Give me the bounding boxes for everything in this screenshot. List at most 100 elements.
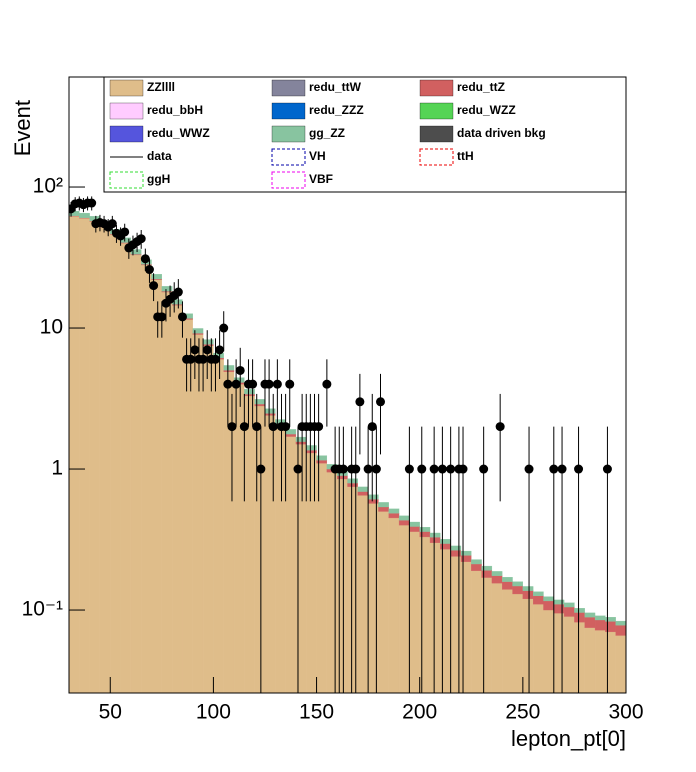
histogram-bar: [563, 602, 575, 608]
y-tick-label: 10⁻¹: [22, 598, 63, 621]
histogram-bar: [223, 365, 235, 371]
data-point: [351, 464, 361, 474]
histogram-bar: [460, 550, 472, 556]
data-point: [210, 354, 220, 364]
x-tick-label: 300: [608, 701, 643, 724]
histogram-bar: [553, 613, 565, 693]
histogram-bar: [69, 216, 80, 693]
histogram-bar: [223, 370, 235, 372]
data-point: [371, 464, 381, 474]
histogram-bar: [316, 460, 328, 464]
histogram-bar: [378, 502, 389, 508]
histogram-bar: [615, 625, 626, 636]
histogram-bar: [161, 286, 173, 292]
data-point: [227, 422, 237, 432]
plot-area: [69, 196, 626, 693]
data-point: [107, 219, 117, 229]
histogram-bar: [357, 491, 369, 496]
histogram-bar: [584, 617, 596, 628]
histogram-bar: [522, 598, 534, 693]
y-tick-label: 1: [51, 457, 63, 480]
data-point: [252, 422, 262, 432]
legend-swatch: [419, 148, 454, 166]
histogram-bar: [419, 536, 431, 693]
histogram-bar: [264, 415, 276, 693]
data-point: [429, 464, 439, 474]
histogram-bar: [574, 608, 585, 613]
histogram-bar: [543, 600, 554, 611]
histogram-bar: [223, 371, 235, 693]
histogram-bar: [202, 339, 214, 345]
histogram-bar: [357, 495, 369, 693]
histogram-bar: [388, 517, 400, 693]
y-tick-label: 10²: [33, 175, 63, 198]
data-point: [239, 422, 249, 432]
histogram-bar: [357, 486, 369, 492]
histogram-bar: [409, 531, 420, 693]
histogram-bar: [378, 506, 389, 512]
histogram-bar: [533, 591, 544, 597]
histogram-bar: [491, 575, 503, 584]
histogram-bar: [254, 403, 266, 407]
histogram-bar: [306, 452, 317, 693]
histogram-bar: [429, 542, 441, 693]
legend-swatch: [419, 125, 454, 143]
data-point: [157, 312, 167, 322]
data-point: [120, 227, 130, 237]
histogram-bar: [409, 521, 420, 527]
legend-label: data driven bkg: [457, 126, 546, 140]
histogram-bar: [141, 264, 152, 693]
histogram-bar: [440, 549, 451, 693]
data-point: [235, 365, 245, 375]
histogram-bar: [522, 590, 534, 600]
data-point: [140, 254, 150, 264]
histogram-bar: [615, 635, 626, 693]
data-point: [272, 379, 282, 389]
data-point: [264, 379, 274, 389]
legend-label: VH: [309, 149, 326, 163]
histogram-bar: [563, 616, 575, 693]
histogram-bar: [306, 450, 317, 454]
histogram-bar: [398, 515, 410, 521]
data-point: [268, 422, 278, 432]
data-point: [314, 422, 324, 432]
histogram-bar: [574, 612, 585, 623]
histogram-bar: [615, 620, 626, 626]
data-point: [231, 379, 241, 389]
histogram-bar: [316, 455, 328, 461]
legend-swatch: [419, 102, 454, 120]
histogram-bar: [471, 559, 482, 565]
histogram-bar: [605, 631, 616, 693]
histogram-bar: [512, 593, 524, 693]
histogram-bar: [450, 556, 462, 693]
data-point: [557, 464, 567, 474]
histogram-bar: [450, 550, 462, 557]
histogram-bar: [202, 344, 214, 346]
legend-label: gg_ZZ: [309, 126, 345, 140]
histogram-bar: [594, 630, 606, 693]
data-point: [87, 198, 97, 208]
histogram-bar: [347, 478, 358, 484]
histogram-bar: [533, 604, 544, 693]
data-point: [144, 265, 154, 275]
histogram-bar: [295, 444, 307, 693]
histogram-bar: [502, 589, 513, 693]
histogram-bar: [594, 615, 606, 621]
data-point: [524, 464, 534, 474]
histogram-bar: [244, 389, 255, 395]
histogram-bar: [460, 561, 472, 693]
data-point: [458, 464, 468, 474]
histogram-bar: [110, 234, 121, 693]
data-point: [417, 464, 427, 474]
data-point: [281, 422, 291, 432]
histogram-bar: [491, 571, 503, 576]
legend-label: redu_ZZZ: [309, 103, 364, 117]
data-point: [479, 464, 489, 474]
histogram-bar: [429, 532, 441, 538]
x-tick-label: 250: [505, 701, 540, 724]
data-point: [186, 354, 196, 364]
histogram-bar: [543, 609, 554, 693]
y-axis-title: Event: [10, 100, 35, 156]
histogram-bar: [367, 499, 379, 504]
histogram-bar: [337, 475, 348, 480]
